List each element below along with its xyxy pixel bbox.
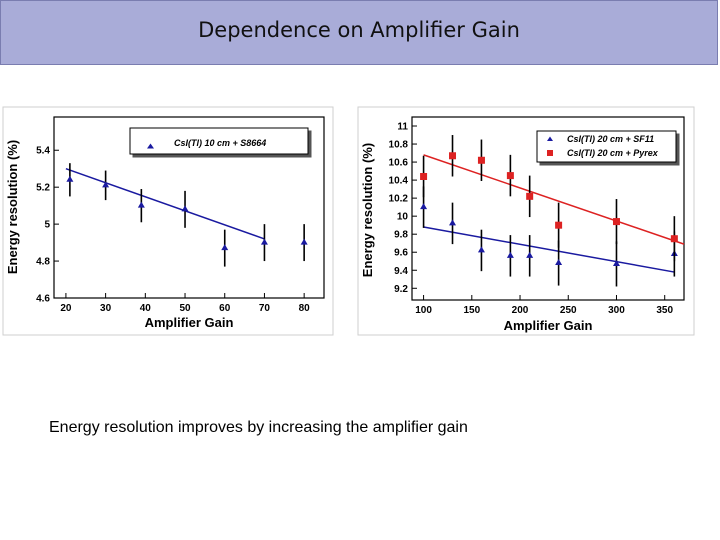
left-chart-series-0-point	[300, 238, 308, 245]
slide-caption: Energy resolution improves by increasing…	[49, 419, 468, 436]
right-chart-series-1-point	[449, 152, 457, 160]
right-chart-legend-marker-pyrex	[547, 150, 553, 156]
left-chart-x-tick-label: 80	[299, 303, 311, 314]
left-chart-x-tick-label: 40	[140, 303, 152, 314]
right-chart-y-tick-label: 10.8	[389, 140, 409, 151]
right-chart-series-1-point	[506, 172, 514, 180]
right-chart-series-0-point	[506, 251, 514, 258]
right-chart-x-tick-label: 100	[415, 305, 432, 316]
right-chart-y-tick-label: 9.2	[394, 284, 408, 295]
left-chart-y-tick-label: 4.6	[36, 294, 50, 305]
right-chart-legend-box	[536, 130, 677, 163]
right-chart-legend-label-sf11: CsI(Tl) 20 cm + SF11	[567, 134, 654, 144]
left-chart-series-0-point	[102, 181, 110, 188]
right-chart-series-0-point	[612, 259, 620, 266]
left-chart-legend-label: CsI(Tl) 10 cm + S8664	[174, 138, 266, 148]
right-chart-series-0-point	[420, 203, 428, 210]
left-chart-x-tick-label: 50	[179, 303, 191, 314]
right-chart-y-tick-label: 10.6	[389, 158, 409, 169]
right-chart-y-tick-label: 9.6	[394, 248, 408, 259]
left-chart-series-0-point	[260, 238, 268, 245]
right-chart-series-1-point	[526, 192, 534, 200]
right-chart-series-0-fit-line	[423, 226, 675, 273]
left-chart-y-tick-label: 4.8	[36, 257, 50, 268]
right-chart-series-1-point	[477, 156, 485, 164]
right-chart-y-axis-title: Energy resolution (%)	[360, 143, 375, 277]
left-chart-series-0-point	[66, 175, 74, 182]
right-chart-marks: 100 150 200 250 300 350 9.2 9.4 9.6 9.8 10 10.2 10.4…	[389, 122, 685, 316]
right-chart-y-tick-label: 9.8	[394, 230, 408, 241]
right-chart-legend-marker-sf11	[547, 136, 553, 141]
left-chart-y-tick-label: 5.4	[36, 146, 50, 157]
left-chart-series-0-fit-line	[65, 168, 265, 240]
left-chart: 20 30 40 50 60 70 80 4.6 4.8 5 5.2 5.4 Amplifier Ga…	[2, 106, 334, 336]
right-chart-x-tick-label: 300	[608, 305, 625, 316]
right-chart-series-1-point	[670, 235, 678, 243]
right-chart-series-0-point	[555, 259, 563, 266]
right-chart-y-tick-label: 11	[397, 122, 408, 133]
right-chart-x-tick-label: 150	[463, 305, 480, 316]
right-chart: 100 150 200 250 300 350 9.2 9.4 9.6 9.8 10 10.2 10.4…	[357, 106, 695, 336]
right-chart-series-1-point	[612, 218, 620, 226]
left-chart-y-tick-label: 5.2	[36, 183, 50, 194]
right-chart-series-1-fit-line	[423, 154, 685, 245]
slide-title: Dependence on Amplifier Gain	[198, 18, 520, 42]
right-chart-y-tick-label: 9.4	[394, 266, 408, 277]
right-chart-x-tick-label: 350	[656, 305, 673, 316]
left-chart-x-tick-label: 70	[259, 303, 271, 314]
right-chart-series-1-point	[420, 172, 428, 180]
left-chart-x-tick-label: 20	[60, 303, 72, 314]
left-chart-legend-box	[129, 127, 309, 155]
left-chart-series-0-point	[221, 244, 229, 251]
right-chart-legend-label-pyrex: CsI(Tl) 20 cm + Pyrex	[567, 148, 659, 158]
right-chart-series-0-point	[449, 219, 457, 226]
right-chart-x-tick-label: 250	[560, 305, 577, 316]
right-chart-series-0-point	[526, 251, 534, 258]
right-chart-y-tick-label: 10.2	[389, 194, 409, 205]
right-chart-x-tick-label: 200	[512, 305, 529, 316]
left-chart-x-tick-label: 60	[219, 303, 231, 314]
left-chart-legend-marker	[147, 143, 154, 149]
left-chart-y-tick-label: 5	[44, 220, 50, 231]
right-chart-y-tick-label: 10.4	[389, 176, 409, 187]
right-chart-x-axis-title: Amplifier Gain	[504, 318, 593, 333]
right-chart-series-0-point	[477, 246, 485, 253]
left-chart-series-0-point	[137, 201, 145, 208]
right-chart-series-1-point	[555, 221, 563, 229]
left-chart-series-0-point	[181, 205, 189, 212]
right-chart-y-tick-label: 10	[397, 212, 409, 223]
title-bar	[0, 0, 718, 65]
left-chart-x-axis-title: Amplifier Gain	[145, 315, 234, 330]
left-chart-x-tick-label: 30	[100, 303, 112, 314]
left-chart-marks: 20 30 40 50 60 70 80 4.6 4.8 5 5.2 5.4	[36, 146, 310, 314]
left-chart-y-axis-title: Energy resolution (%)	[5, 140, 20, 274]
